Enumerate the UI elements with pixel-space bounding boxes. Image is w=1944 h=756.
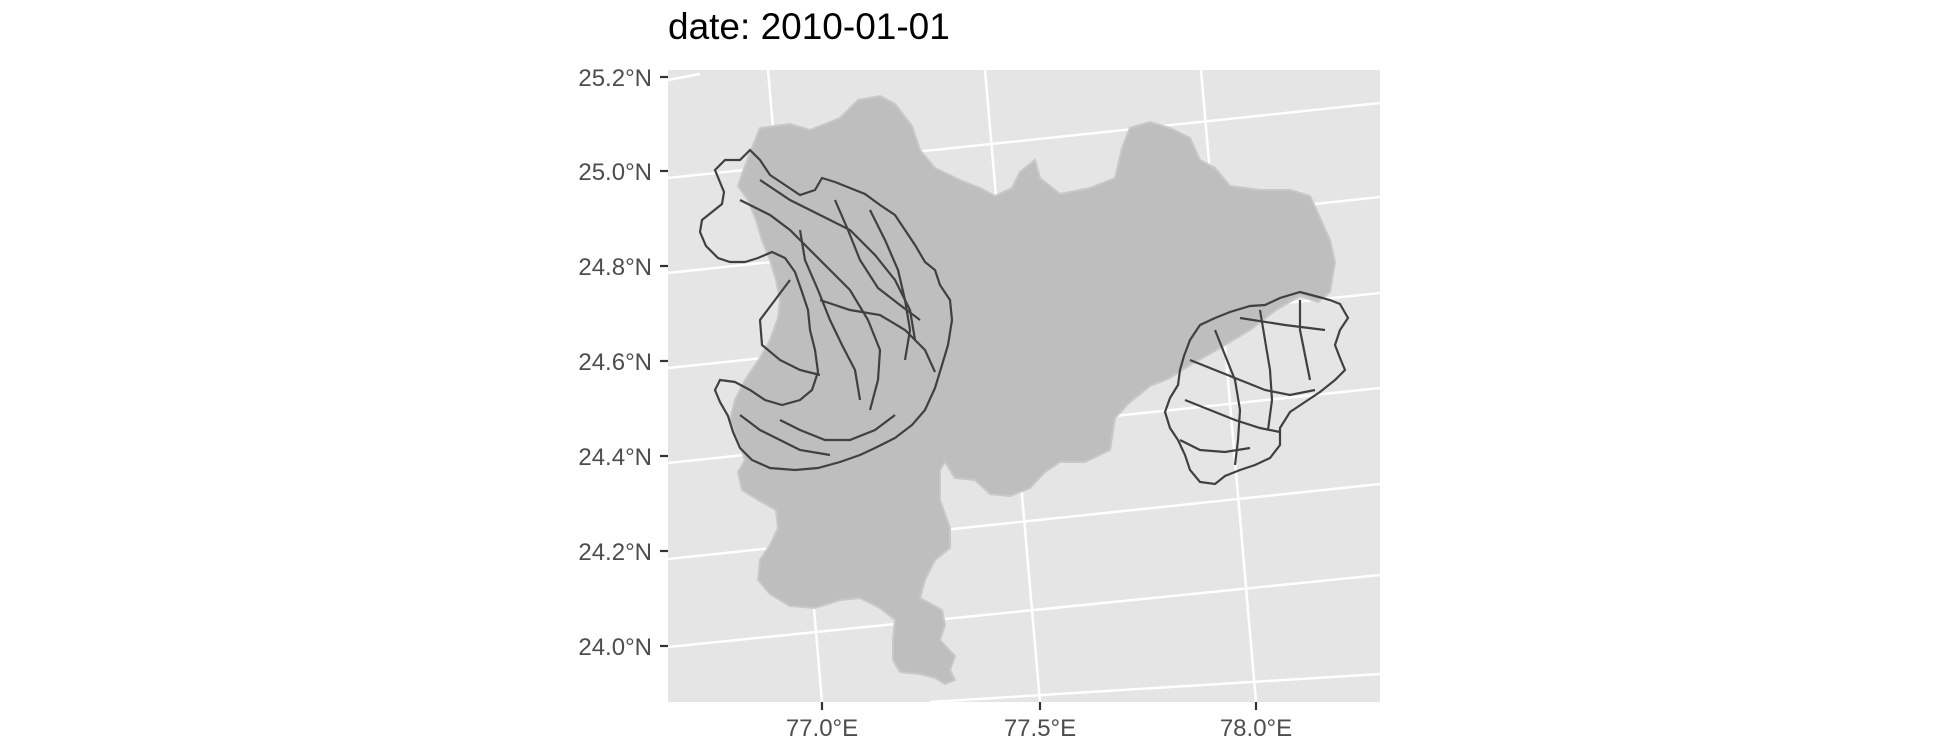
y-axis-labels: 25.2°N 25.0°N 24.8°N 24.6°N 24.4°N 24.2°…	[578, 65, 652, 661]
lat-grid-24-0	[668, 573, 1380, 649]
western-cluster-outline	[698, 148, 954, 472]
eastern-cluster-inner-3	[1213, 329, 1242, 466]
y-tick-label: 24.8°N	[578, 254, 652, 281]
x-tick-label: 77.5°E	[1004, 715, 1076, 742]
eastern-cluster-inner-2	[1184, 398, 1281, 434]
x-tick-label: 78.0°E	[1220, 715, 1292, 742]
eastern-villages	[1163, 290, 1350, 486]
eastern-cluster-inner-5	[1298, 300, 1312, 381]
eastern-cluster-inner-4	[1258, 309, 1274, 431]
plot-title: date: 2010-01-01	[668, 6, 950, 47]
eastern-cluster-inner-6	[1179, 439, 1251, 454]
y-tick-label: 25.0°N	[578, 159, 652, 186]
y-tick-label: 24.4°N	[578, 444, 652, 471]
eastern-cluster-outline	[1163, 290, 1350, 486]
lat-grid-23-9	[929, 672, 1380, 702]
western-cluster-inner-5	[833, 199, 921, 321]
western-cluster-inner-9	[758, 279, 821, 377]
y-tick-label: 25.2°N	[578, 65, 652, 92]
x-tick-label: 77.0°E	[786, 715, 858, 742]
lat-grid-25-2	[668, 72, 701, 82]
y-tick-label: 24.6°N	[578, 349, 652, 376]
eastern-cluster-inner-1	[1189, 358, 1316, 397]
y-tick-label: 24.2°N	[578, 539, 652, 566]
y-tick-label: 24.0°N	[578, 634, 652, 661]
western-cluster-inner-3	[798, 229, 862, 401]
y-axis	[660, 75, 668, 648]
western-villages	[698, 148, 954, 472]
western-cluster-inner-1	[739, 199, 882, 411]
western-cluster-inner-6	[739, 414, 831, 457]
eastern-cluster-inner-7	[1239, 316, 1326, 332]
x-axis	[820, 702, 1258, 710]
western-cluster-inner-4	[779, 414, 896, 442]
district-region	[728, 94, 1337, 686]
western-cluster-inner-2	[759, 179, 917, 341]
x-axis-labels: 77.0°E 77.5°E 78.0°E	[786, 715, 1292, 742]
western-cluster-inner-8	[819, 298, 937, 373]
